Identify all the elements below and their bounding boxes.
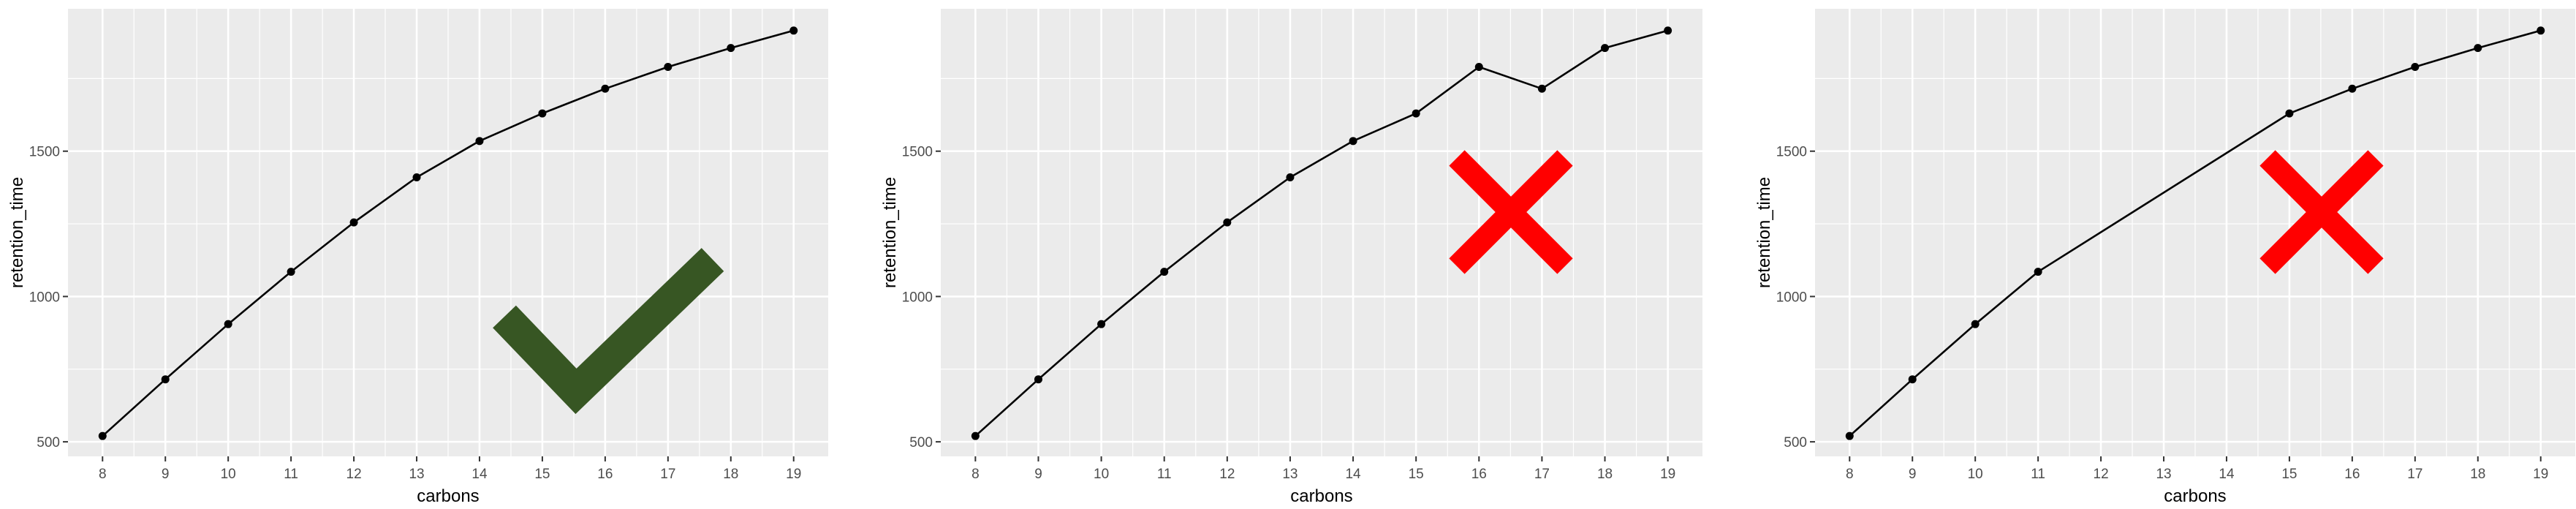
x-tick-label: 11 — [1157, 467, 1172, 482]
data-point — [1971, 320, 1980, 328]
y-tick-label: 500 — [1784, 435, 1807, 450]
x-tick-label: 15 — [1409, 467, 1424, 482]
x-tick-label: 10 — [1094, 467, 1109, 482]
data-point — [2537, 26, 2545, 35]
y-tick-label: 1500 — [29, 145, 60, 160]
x-tick-label: 15 — [2281, 467, 2297, 482]
series-line — [974, 29, 1668, 437]
x-tick-label: 18 — [1597, 467, 1613, 482]
x-tick-label: 12 — [346, 467, 362, 482]
x-tick-label: 8 — [99, 467, 107, 482]
data-point — [349, 218, 358, 227]
x-tick-label: 18 — [2470, 467, 2485, 482]
x-tick-label: 14 — [1345, 467, 1361, 482]
x-tick-label: 17 — [1534, 467, 1550, 482]
x-tick-label: 16 — [597, 467, 613, 482]
x-tick-label: 12 — [1219, 467, 1235, 482]
cross-mark-icon — [2259, 150, 2384, 274]
x-tick-label: 9 — [1034, 467, 1042, 482]
data-point — [98, 431, 107, 440]
y-axis-title: retention_time — [880, 177, 900, 288]
y-axis-title: retention_time — [7, 177, 27, 288]
x-tick-label: 14 — [471, 467, 488, 482]
y-tick-label: 1000 — [29, 290, 60, 305]
x-axis-title: carbons — [2164, 486, 2226, 506]
x-tick-label: 13 — [1282, 467, 1298, 482]
data-point — [2348, 84, 2357, 93]
data-point — [2411, 62, 2420, 71]
cross-stroke — [2259, 150, 2384, 274]
y-tick-label: 500 — [37, 435, 60, 450]
x-tick-label: 16 — [2344, 467, 2360, 482]
data-point — [1664, 26, 1672, 35]
data-point — [2034, 268, 2042, 276]
chart-panel-2: 8 9 10 11 12 13 14 15 16 17 18 19 500 1000 1500 carbons… — [880, 9, 1702, 506]
y-tick-label: 1000 — [1776, 290, 1807, 305]
x-tick-label: 17 — [660, 467, 675, 482]
data-point — [1097, 320, 1106, 328]
y-tick-label: 500 — [909, 435, 933, 450]
x-tick-label: 16 — [1471, 467, 1487, 482]
data-point — [1474, 62, 1483, 71]
data-point — [1286, 173, 1295, 181]
data-point — [1160, 268, 1169, 276]
data-point — [1349, 137, 1357, 146]
check-mark-icon — [493, 248, 724, 415]
data-point — [1223, 218, 1232, 227]
x-tick-label: 19 — [786, 467, 801, 482]
x-tick-label: 15 — [534, 467, 550, 482]
x-tick-label: 13 — [409, 467, 424, 482]
x-tick-label: 10 — [1968, 467, 1983, 482]
data-point — [727, 44, 735, 53]
data-point — [475, 137, 484, 146]
x-tick-label: 8 — [971, 467, 980, 482]
y-tick-label: 1000 — [902, 290, 933, 305]
x-tick-label: 19 — [2533, 467, 2548, 482]
x-tick-label: 11 — [2031, 467, 2045, 482]
x-tick-label: 17 — [2407, 467, 2422, 482]
data-point — [2285, 109, 2294, 118]
data-point — [1908, 375, 1917, 384]
x-tick-label: 11 — [284, 467, 298, 482]
data-point — [1537, 84, 1546, 93]
x-tick-label: 12 — [2094, 467, 2109, 482]
x-tick-label: 9 — [1909, 467, 1917, 482]
data-point — [538, 109, 547, 118]
cross-mark-icon — [1449, 150, 1573, 274]
x-axis-title: carbons — [1290, 486, 1352, 506]
cross-stroke — [1449, 150, 1573, 274]
data-point — [287, 268, 295, 276]
x-tick-label: 19 — [1660, 467, 1675, 482]
data-point — [1034, 375, 1042, 384]
data-point — [601, 84, 610, 93]
data-point — [1845, 431, 1854, 440]
data-point — [1601, 44, 1610, 53]
y-axis-title: retention_time — [1754, 177, 1774, 288]
data-point — [412, 173, 421, 181]
data-point — [789, 26, 798, 35]
x-tick-label: 14 — [2219, 467, 2235, 482]
data-point — [224, 320, 232, 328]
series-line — [102, 29, 795, 437]
data-point — [664, 62, 673, 71]
x-tick-label: 10 — [221, 467, 236, 482]
x-tick-label: 13 — [2156, 467, 2171, 482]
data-point — [2474, 44, 2482, 53]
data-point — [1412, 109, 1420, 118]
y-tick-label: 1500 — [902, 145, 933, 160]
chart-panel-3: 8 9 10 11 12 13 14 15 16 17 18 19 500 1000 1500 carbons… — [1754, 9, 2575, 506]
y-tick-label: 1500 — [1776, 145, 1807, 160]
x-tick-label: 9 — [162, 467, 170, 482]
chart-panel-1: 8 9 10 11 12 13 14 15 16 17 18 19 500 1000 1500 carbons… — [7, 9, 828, 506]
data-point — [971, 431, 980, 440]
x-axis-title: carbons — [417, 486, 479, 506]
data-point — [161, 375, 170, 384]
x-tick-label: 18 — [723, 467, 738, 482]
x-tick-label: 8 — [1846, 467, 1854, 482]
